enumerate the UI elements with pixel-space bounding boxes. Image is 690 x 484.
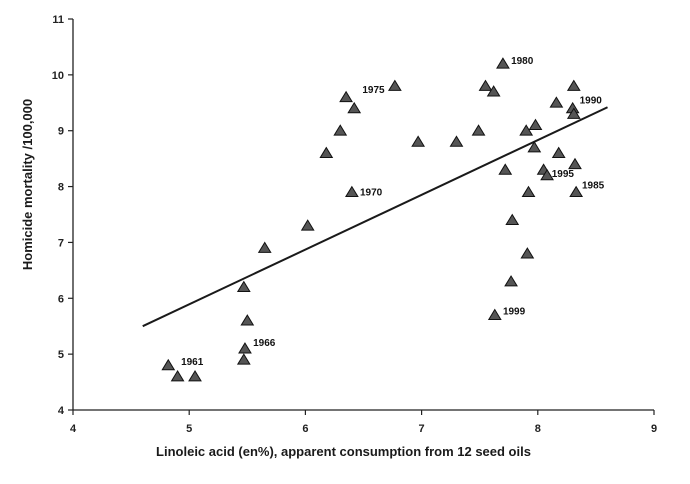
y-tick-label: 5 — [58, 349, 64, 361]
data-point — [566, 107, 581, 119]
x-tick-label: 9 — [651, 423, 657, 435]
data-point — [449, 135, 464, 147]
x-tick-label: 8 — [535, 423, 541, 435]
data-point — [333, 124, 348, 136]
data-point — [387, 79, 402, 91]
data-point — [471, 124, 486, 136]
y-tick-label: 10 — [52, 70, 64, 82]
data-point — [319, 146, 334, 158]
data-point — [551, 146, 566, 158]
data-point — [505, 213, 520, 225]
x-tick-label: 5 — [186, 423, 192, 435]
data-point — [478, 79, 493, 91]
year-label: 1980 — [511, 56, 534, 67]
data-point — [236, 280, 251, 293]
data-point — [498, 163, 513, 175]
y-tick-label: 8 — [58, 182, 64, 194]
y-tick-label: 7 — [58, 237, 64, 249]
data-point — [240, 314, 255, 326]
x-ticks: 4 5 6 7 8 9 — [70, 410, 657, 435]
data-point — [568, 157, 582, 170]
data-point — [569, 185, 584, 198]
year-label: 1970 — [360, 188, 383, 199]
x-tick-label: 6 — [302, 423, 308, 435]
data-point — [566, 79, 581, 91]
data-point — [339, 90, 353, 103]
data-point — [300, 219, 315, 231]
data-point — [486, 85, 501, 97]
x-axis-label: Linoleic acid (en%), apparent consumptio… — [156, 444, 531, 459]
data-point — [236, 353, 251, 365]
data-point — [344, 185, 359, 198]
data-point — [496, 57, 510, 69]
x-tick-label: 7 — [419, 423, 425, 435]
data-point — [161, 358, 176, 371]
data-points — [161, 57, 584, 382]
data-point — [528, 118, 543, 131]
x-tick-label: 4 — [70, 423, 77, 435]
data-point — [238, 342, 252, 354]
year-label: 1966 — [253, 338, 276, 349]
data-point — [521, 185, 536, 198]
data-point — [188, 370, 202, 382]
y-tick-label: 9 — [58, 126, 64, 138]
y-tick-label: 6 — [58, 293, 64, 305]
data-point — [347, 101, 362, 114]
data-point — [549, 96, 564, 108]
year-label: 1961 — [181, 357, 204, 368]
y-tick-label: 4 — [58, 405, 65, 417]
data-point — [411, 135, 426, 147]
data-point — [527, 141, 542, 153]
data-point — [519, 124, 534, 136]
data-point — [520, 247, 535, 259]
year-label: 1975 — [362, 85, 385, 96]
data-point — [504, 275, 518, 287]
year-label: 1995 — [552, 169, 575, 180]
y-ticks: 4 5 6 7 8 9 10 11 — [52, 14, 73, 417]
year-label: 1990 — [580, 95, 603, 106]
trendline — [142, 106, 608, 328]
data-point — [487, 308, 502, 320]
year-label: 1985 — [582, 180, 605, 191]
year-label: 1999 — [503, 307, 526, 318]
data-point — [257, 241, 272, 253]
y-axis-label: Homicide mortality /100,000 — [20, 99, 35, 270]
data-point — [170, 370, 185, 382]
data-point — [540, 168, 554, 181]
year-annotations: 1961 1966 1970 1975 1980 1990 1995 1985 1999 — [181, 56, 605, 368]
y-tick-label: 11 — [52, 14, 64, 26]
